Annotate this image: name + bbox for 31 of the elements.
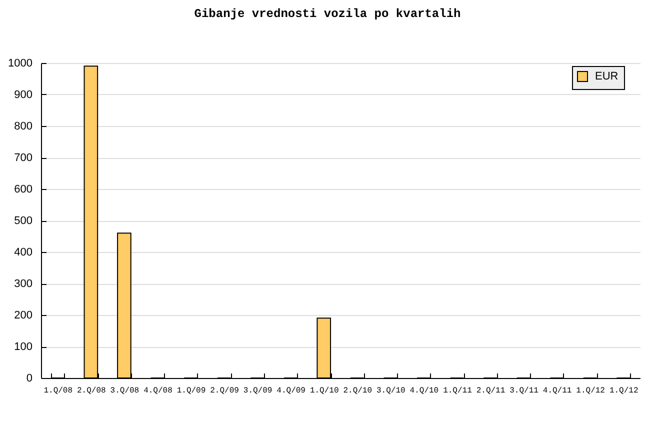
y-tick-label: 800	[14, 120, 32, 132]
chart-title: Gibanje vrednosti vozila po kvartalih	[194, 7, 461, 21]
y-tick-label: 1000	[8, 58, 32, 70]
y-tick-label: 0	[26, 372, 32, 384]
y-tick-label: 200	[14, 310, 32, 322]
y-tick-label: 100	[14, 341, 32, 353]
y-tick-label: 300	[14, 278, 32, 290]
x-tick-label: 3.Q/08	[110, 386, 140, 396]
x-tick-label: 3.Q/11	[510, 386, 539, 396]
x-tick-label: 4.Q/11	[542, 386, 572, 396]
y-tick-label: 500	[14, 215, 32, 227]
x-tick-label: 1.Q/08	[44, 386, 73, 396]
y-tick-label: 700	[14, 152, 32, 164]
x-tick-label: 1.Q/12	[576, 386, 606, 396]
x-tick-label: 1.Q/09	[176, 386, 206, 396]
x-tick-label: 3.Q/09	[243, 386, 272, 396]
x-tick-label: 4.Q/08	[144, 386, 173, 396]
y-tick-label: 600	[14, 184, 32, 196]
x-tick-label: 1.Q/12	[609, 386, 638, 396]
x-tick-label: 4.Q/09	[276, 386, 306, 396]
x-tick-label: 4.Q/10	[410, 386, 439, 396]
x-tick-label: 2.Q/09	[210, 386, 240, 396]
x-tick-label: 1.Q/10	[310, 386, 339, 396]
x-tick-label: 2.Q/10	[343, 386, 372, 396]
x-tick-label: 2.Q/11	[476, 386, 506, 396]
x-tick-label: 1.Q/11	[443, 386, 472, 396]
y-tick-label: 900	[14, 89, 32, 101]
legend-label: EUR	[595, 70, 618, 82]
x-tick-label: 2.Q/08	[77, 386, 106, 396]
y-tick-label: 400	[14, 246, 32, 258]
x-tick-label: 3.Q/10	[376, 386, 406, 396]
